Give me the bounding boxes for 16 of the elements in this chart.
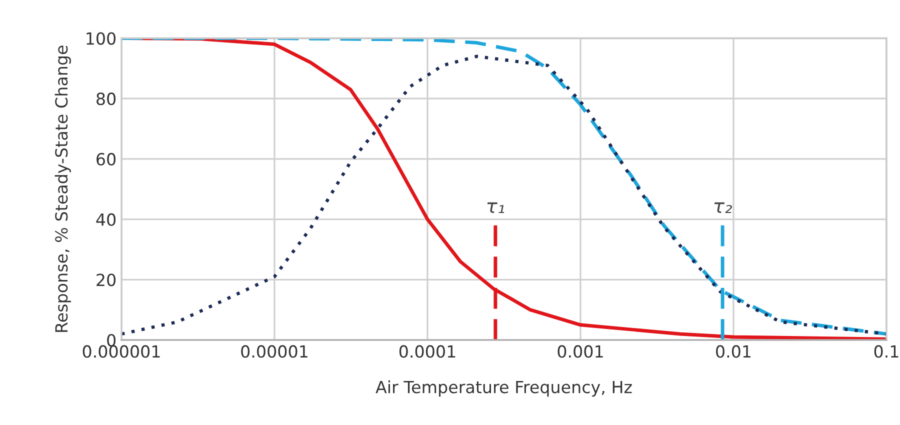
x-axis-title: Air Temperature Frequency, Hz <box>376 380 632 397</box>
x-tick-label: 0.00001 <box>241 345 308 358</box>
annotation: τ₂ <box>714 202 732 214</box>
y-tick-label: 80 <box>96 92 116 106</box>
annotation: τ₁ <box>487 202 504 214</box>
x-tick-label: 0.0001 <box>399 345 456 358</box>
y-tick-label: 0 <box>107 334 116 347</box>
x-tick-label: 0.1 <box>874 345 898 358</box>
y-tick-label: 20 <box>96 274 116 286</box>
x-tick-label: 0.000001 <box>82 345 160 358</box>
y-tick-label: 60 <box>96 152 116 166</box>
x-tick-label: 0.01 <box>716 345 751 358</box>
y-tick-label: 40 <box>96 213 116 226</box>
y-tick-label: 100 <box>86 32 116 45</box>
y-axis-title: Response, % Steady-State Change <box>54 46 71 332</box>
x-tick-label: 0.001 <box>558 345 603 358</box>
